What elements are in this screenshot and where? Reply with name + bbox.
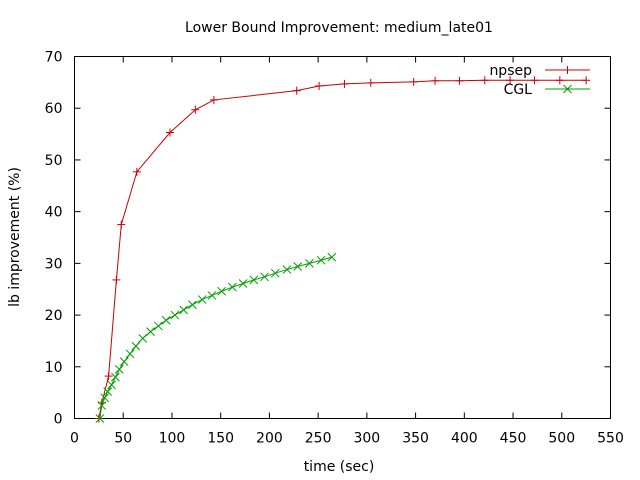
series-line — [99, 256, 332, 419]
series-line — [98, 79, 587, 419]
data-point — [166, 128, 175, 137]
y-tick-label: 50 — [45, 153, 63, 169]
x-tick-label: 300 — [353, 431, 380, 447]
data-point — [316, 255, 326, 265]
x-tick-label: 150 — [207, 431, 234, 447]
data-point — [119, 357, 129, 366]
data-point — [270, 268, 280, 278]
data-point — [161, 315, 171, 325]
data-point — [107, 380, 116, 390]
x-tick-label: 0 — [70, 431, 79, 447]
data-point — [506, 76, 515, 85]
data-point — [327, 252, 337, 262]
legend-label: npsep — [489, 63, 532, 79]
legend: npsep CGL — [489, 63, 590, 98]
data-point — [228, 282, 237, 292]
data-point — [530, 76, 539, 85]
y-tick-label: 60 — [45, 101, 63, 117]
legend-entry-npsep: npsep — [489, 63, 590, 79]
data-point — [132, 167, 141, 176]
series-layer — [94, 76, 591, 423]
data-point — [238, 279, 248, 288]
x-axis: 0 50 100 150 200 250 300 350 400 450 500 550 — [70, 56, 624, 447]
data-point — [480, 76, 489, 85]
data-point — [555, 76, 564, 85]
x-tick-label: 200 — [256, 431, 283, 447]
data-point — [260, 272, 269, 282]
data-point — [100, 393, 110, 403]
data-point — [409, 77, 418, 86]
data-point — [207, 291, 217, 300]
data-point — [455, 76, 464, 85]
data-point — [340, 79, 349, 88]
x-tick-label: 250 — [305, 431, 332, 447]
legend-marker — [563, 84, 572, 94]
y-tick-label: 40 — [45, 205, 63, 221]
data-point — [95, 414, 105, 423]
data-point — [249, 275, 259, 285]
x-tick-label: 550 — [597, 431, 624, 447]
plot-frame — [74, 56, 611, 419]
legend-entry-cgl: CGL — [504, 82, 590, 98]
series-npsep — [94, 76, 591, 423]
data-point — [111, 372, 120, 382]
y-tick-label: 30 — [45, 256, 63, 272]
data-point — [138, 333, 148, 343]
y-axis: 0 10 20 30 40 50 60 70 — [45, 50, 611, 428]
data-point — [112, 275, 121, 284]
x-tick-label: 350 — [402, 431, 429, 447]
data-point — [582, 76, 591, 85]
x-tick-label: 500 — [548, 431, 575, 447]
data-point — [131, 341, 141, 351]
data-point — [170, 310, 180, 320]
y-axis-label: lb improvement (%) — [7, 167, 23, 307]
data-point — [305, 259, 314, 268]
data-point — [188, 300, 197, 310]
data-point — [179, 305, 189, 315]
legend-marker — [563, 66, 572, 74]
data-point — [104, 372, 113, 381]
data-point — [217, 286, 227, 296]
chart-title: Lower Bound Improvement: medium_late01 — [185, 20, 493, 36]
x-tick-label: 400 — [451, 431, 478, 447]
data-point — [197, 295, 207, 304]
data-point — [117, 220, 126, 229]
data-point — [366, 78, 375, 87]
data-point — [146, 327, 155, 336]
data-point — [94, 414, 103, 423]
y-tick-label: 20 — [45, 308, 63, 324]
x-tick-label: 50 — [114, 431, 132, 447]
data-point — [97, 401, 107, 410]
legend-label: CGL — [504, 82, 533, 98]
data-point — [431, 76, 440, 85]
data-point — [153, 321, 163, 331]
data-point — [114, 365, 124, 374]
data-point — [282, 265, 292, 274]
x-tick-label: 100 — [159, 431, 186, 447]
data-point — [315, 81, 324, 90]
data-point — [103, 387, 112, 396]
y-tick-label: 0 — [54, 412, 63, 428]
x-tick-label: 450 — [500, 431, 527, 447]
data-point — [209, 95, 218, 104]
data-point — [293, 262, 303, 271]
x-axis-label: time (sec) — [304, 459, 375, 475]
y-tick-label: 70 — [45, 50, 63, 66]
y-tick-label: 10 — [45, 360, 63, 376]
series-cgl — [95, 252, 337, 423]
data-point — [191, 105, 200, 114]
data-point — [125, 349, 135, 359]
data-point — [292, 86, 301, 95]
